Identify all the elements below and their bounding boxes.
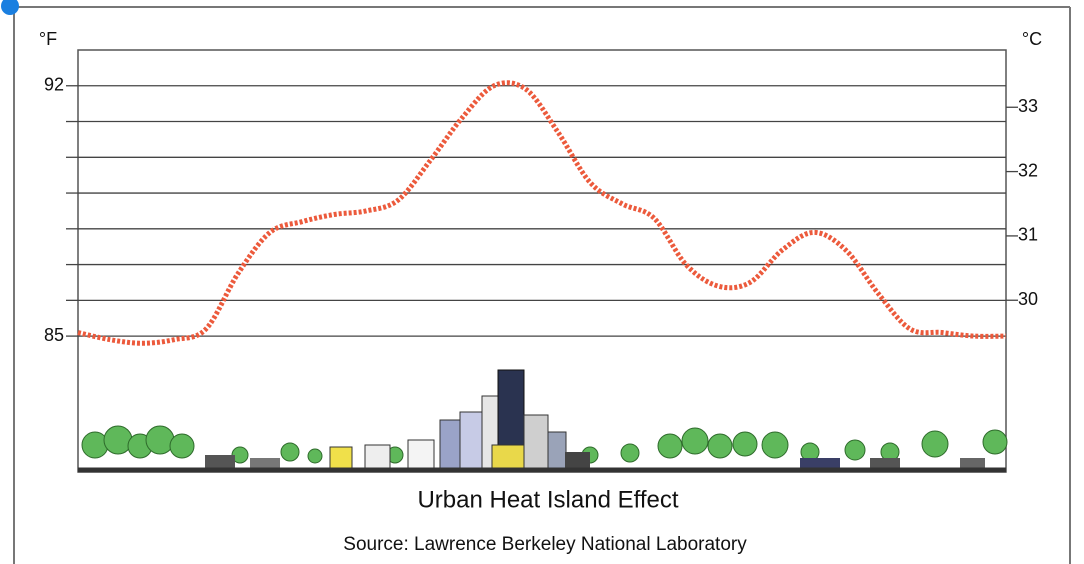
chart-title: Urban Heat Island Effect <box>417 486 678 513</box>
temperature-line <box>77 80 1007 346</box>
y2-tick-label: 31 <box>1018 225 1038 245</box>
y-axis-label: °F <box>39 29 57 49</box>
skyline <box>81 369 1008 471</box>
y2-tick-label: 33 <box>1018 96 1038 116</box>
y-tick-label: 92 <box>44 75 64 95</box>
chart-source: Source: Lawrence Berkeley National Labor… <box>343 534 747 555</box>
y2-tick-label: 32 <box>1018 160 1038 180</box>
corner-handle <box>1 0 19 15</box>
y2-tick-label: 30 <box>1018 289 1038 309</box>
y2-axis-label: °C <box>1022 29 1042 49</box>
plot-frame <box>77 49 1007 473</box>
y-tick-label: 85 <box>44 325 64 345</box>
